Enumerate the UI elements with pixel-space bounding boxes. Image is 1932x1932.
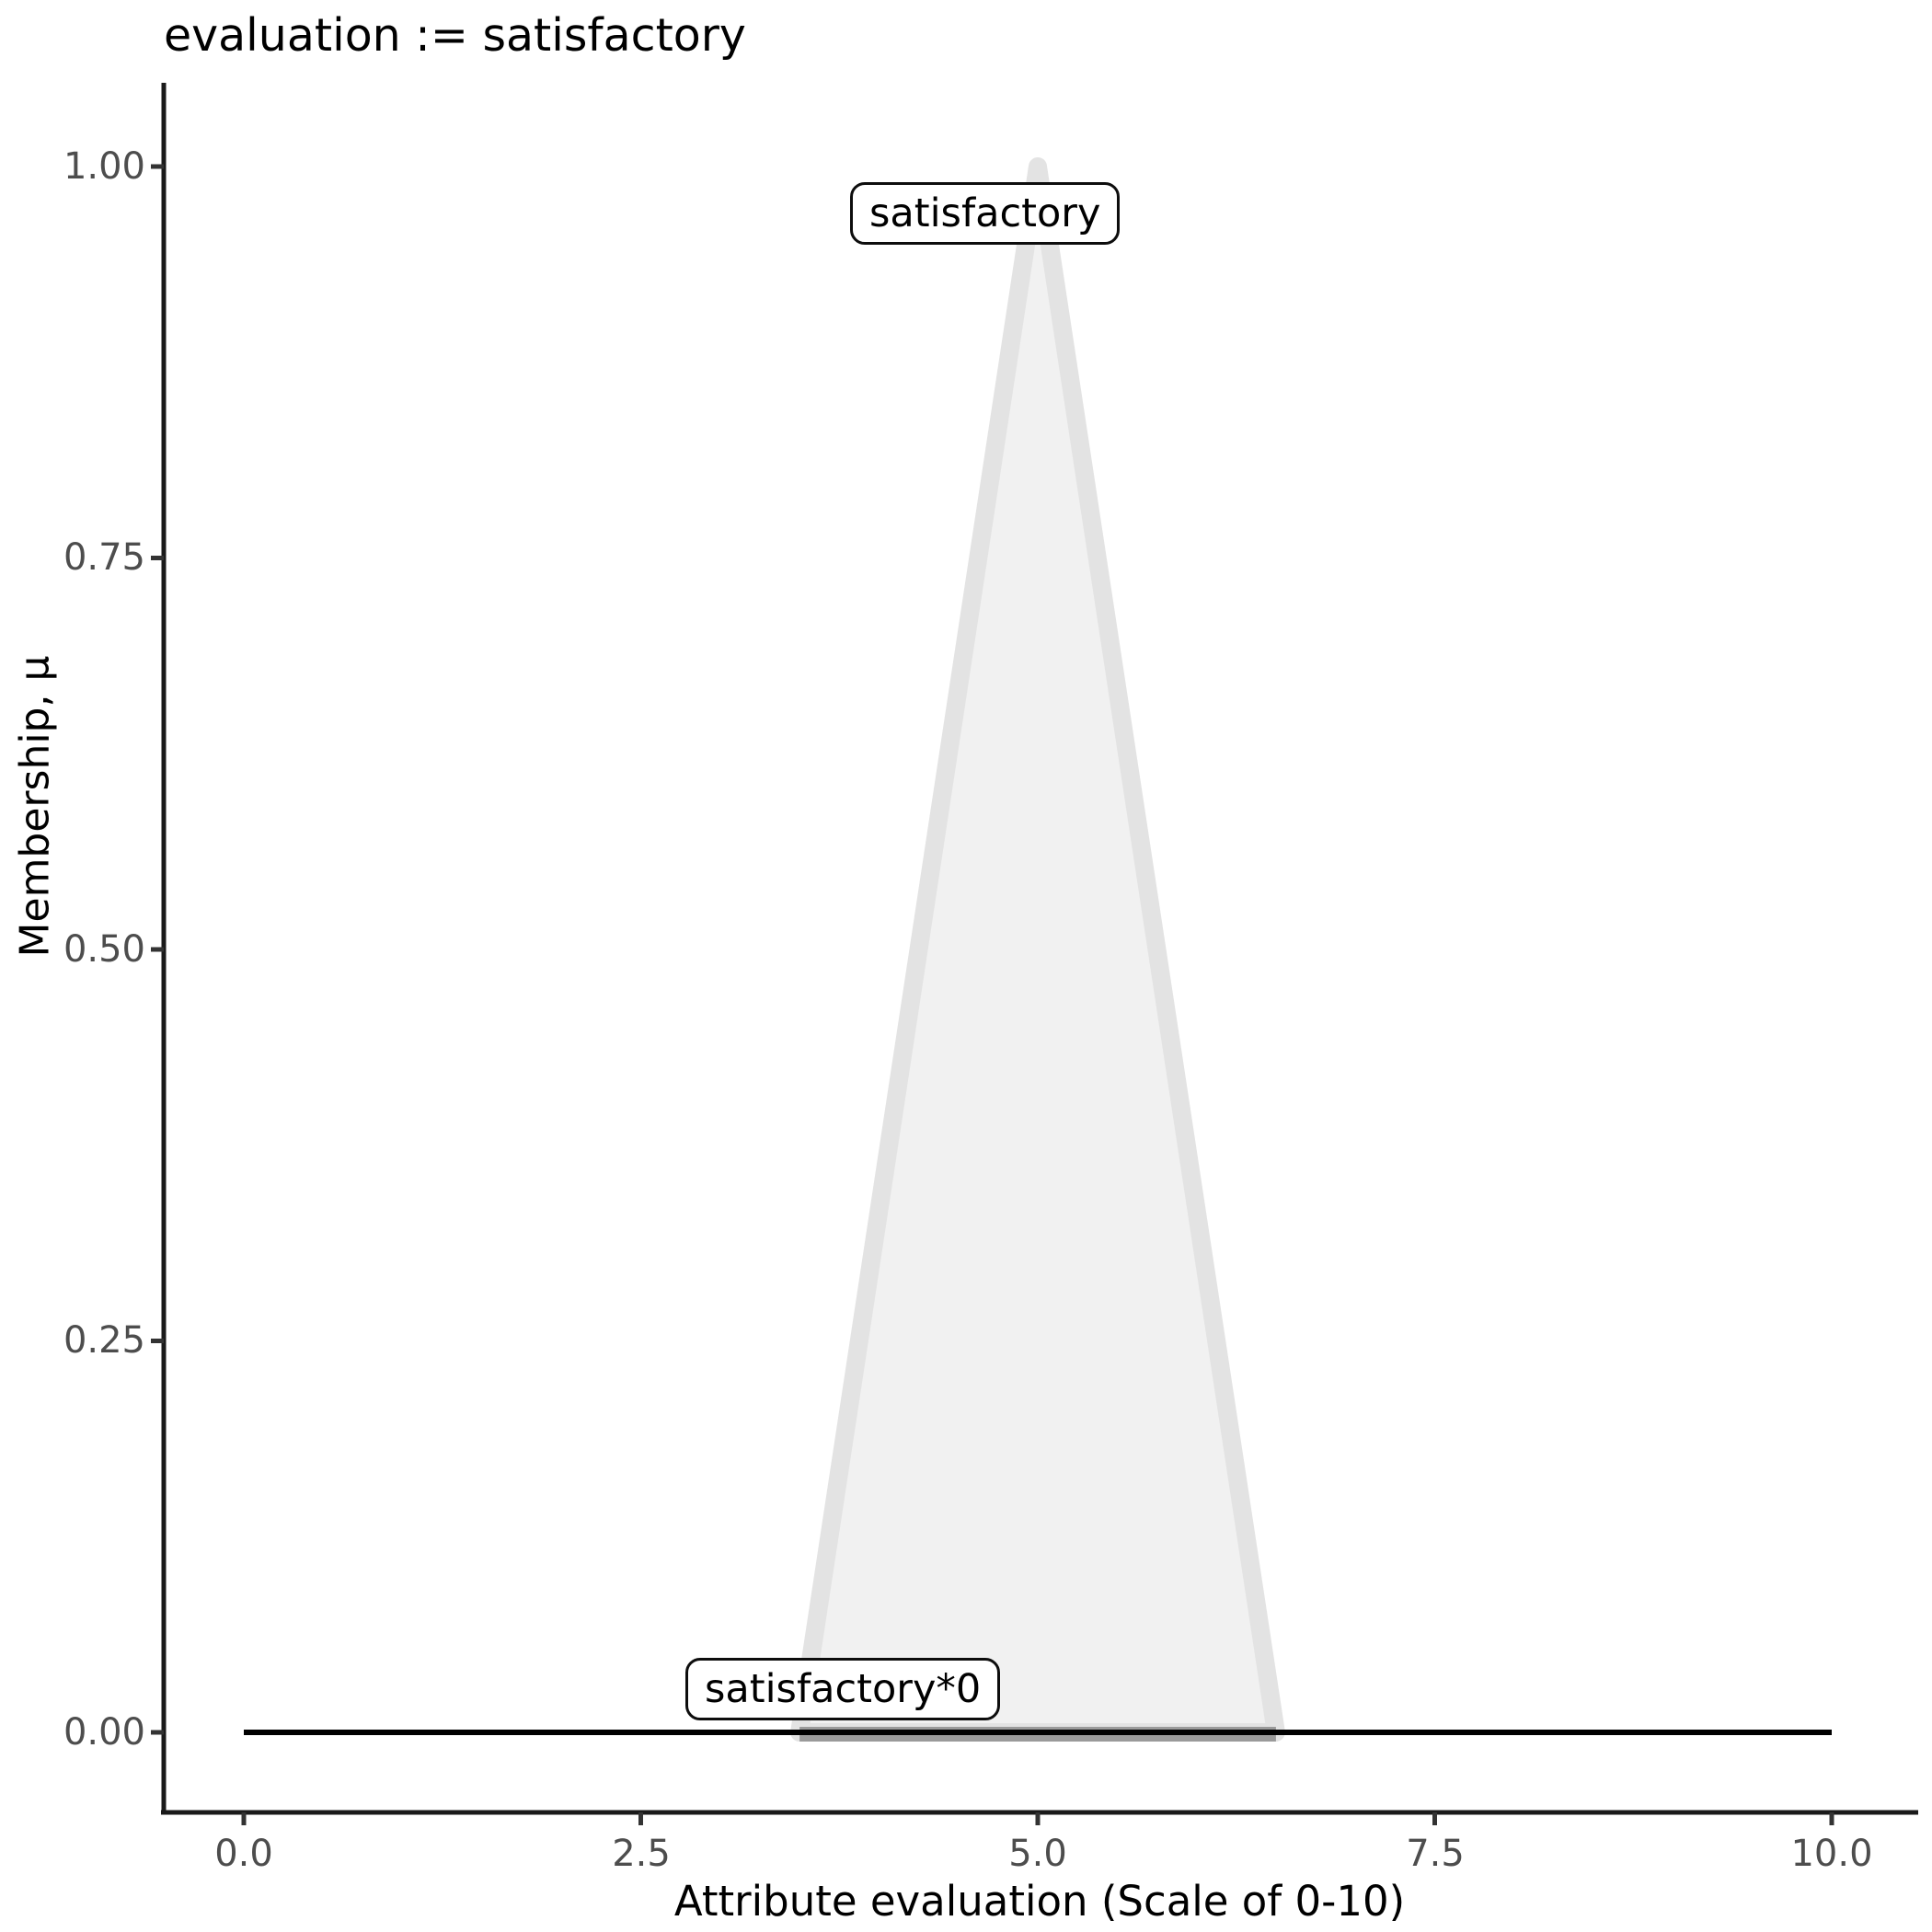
y-tick-label-1-00: 1.00 — [63, 145, 145, 188]
x-tick-label-5-0: 5.0 — [1008, 1833, 1067, 1875]
x-tick-label-10-0: 10.0 — [1790, 1833, 1873, 1875]
x-tick-label-2-5: 2.5 — [612, 1833, 671, 1875]
y-tick-label-0-00: 0.00 — [63, 1711, 145, 1754]
y-tick-label-0-25: 0.25 — [63, 1319, 145, 1362]
x-tick-label-7-5: 7.5 — [1406, 1833, 1465, 1875]
membership-triangle-satisfactory — [790, 157, 1285, 1742]
x-tick-label-0-0: 0.0 — [214, 1833, 273, 1875]
y-tick-label-0-50: 0.50 — [63, 928, 145, 971]
y-tick-label-0-75: 0.75 — [63, 536, 145, 579]
set-label-satisfactory: satisfactory — [850, 182, 1121, 245]
y-axis-title: Membership, μ — [11, 655, 59, 958]
chart-title: evaluation := satisfactory — [164, 9, 746, 62]
x-axis-title: Attribute evaluation (Scale of 0-10) — [673, 1877, 1406, 1926]
set-label-satisfactory-times-zero: satisfactory*0 — [685, 1658, 1001, 1720]
